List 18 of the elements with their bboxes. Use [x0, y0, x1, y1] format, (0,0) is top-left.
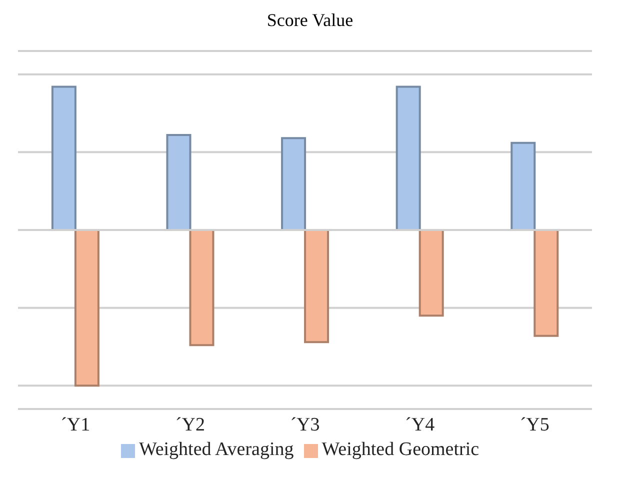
legend-label: Weighted Geometric: [322, 439, 480, 460]
bar: [281, 137, 306, 231]
legend-label: Weighted Averaging: [138, 439, 294, 460]
bar: [51, 86, 76, 231]
bar: [74, 229, 100, 387]
bar: [534, 229, 559, 337]
x-tick-label: ´Y1: [60, 414, 90, 436]
chart-title: Score Value: [266, 10, 354, 31]
bar: [304, 229, 330, 344]
x-tick-label: ´Y4: [405, 414, 436, 436]
x-tick-label: ´Y2: [175, 414, 205, 436]
bar: [396, 86, 421, 231]
bar: [418, 229, 444, 317]
x-tick-label: ´Y5: [520, 414, 550, 436]
bar: [166, 134, 192, 231]
bar: [189, 229, 214, 346]
bar: [510, 142, 536, 231]
x-tick-label: ´Y3: [290, 414, 320, 436]
